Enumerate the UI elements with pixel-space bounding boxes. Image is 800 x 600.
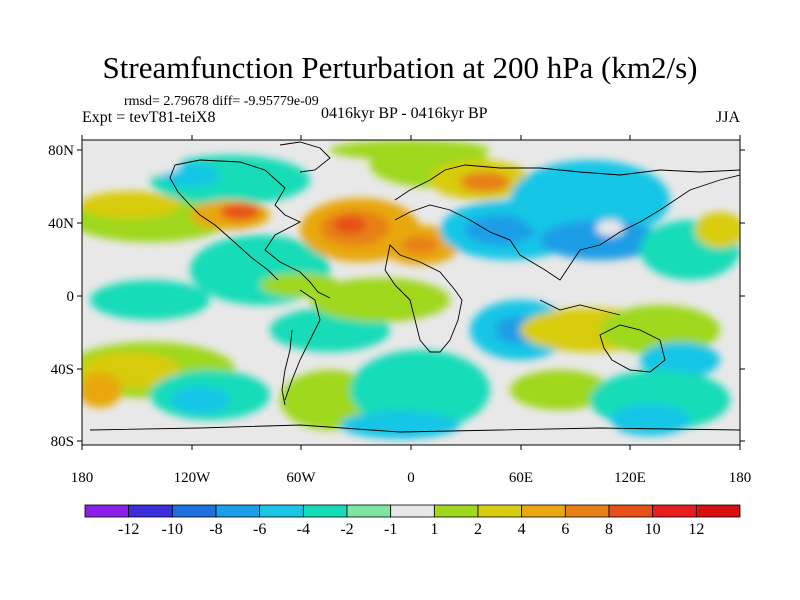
season-label: JJA xyxy=(716,109,741,126)
colorbar-swatch xyxy=(390,504,435,518)
colorbar-swatch xyxy=(652,504,697,518)
colorbar-label: -2 xyxy=(340,521,353,538)
contour-fields xyxy=(82,140,740,440)
colorbar-swatch xyxy=(128,504,173,518)
lon-label: 0 xyxy=(407,470,415,486)
colorbar-label: 10 xyxy=(645,521,661,538)
colorbar-label: -1 xyxy=(384,521,397,538)
colorbar-label: -6 xyxy=(253,521,266,538)
lat-label: 40S xyxy=(51,362,74,378)
colorbar-label: 4 xyxy=(518,521,526,538)
colorbar-swatch xyxy=(608,504,654,518)
map-title: Streamfunction Perturbation at 200 hPa (… xyxy=(102,50,698,85)
colorbar-swatch xyxy=(433,504,479,518)
colorbar-swatch xyxy=(564,504,610,518)
colorbar-swatch xyxy=(84,504,130,518)
colorbar-swatch xyxy=(171,504,217,518)
lon-label: 60W xyxy=(286,470,316,486)
colorbar-label: 12 xyxy=(688,521,704,538)
colorbar-swatch xyxy=(259,504,304,518)
period-label: 0416kyr BP - 0416kyr BP xyxy=(321,105,488,122)
colorbar-swatch xyxy=(695,504,741,518)
colorbar-swatch xyxy=(215,504,261,518)
lon-label: 180 xyxy=(71,470,94,486)
colorbar-swatch xyxy=(477,504,523,518)
lat-label: 0 xyxy=(67,289,75,305)
colorbar-label: 8 xyxy=(605,521,613,538)
lon-label: 60E xyxy=(509,470,533,486)
colorbar-label: 1 xyxy=(430,521,438,538)
lat-label: 80N xyxy=(48,143,74,159)
stats-text: rmsd= 2.79678 diff= -9.95779e-09 xyxy=(124,94,319,109)
axis-ticks xyxy=(77,135,745,450)
colorbar-label: -12 xyxy=(118,521,139,538)
lon-label: 120E xyxy=(614,470,646,486)
coastlines xyxy=(89,141,740,433)
colorbar-swatch xyxy=(302,504,348,518)
lon-label: 120W xyxy=(174,470,212,486)
experiment-label: Expt = tevT81-teiX8 xyxy=(82,109,216,126)
colorbar-swatch xyxy=(521,504,566,518)
colorbar-label: -10 xyxy=(162,521,183,538)
colorbar-swatch xyxy=(346,504,392,518)
colorbar-label: -4 xyxy=(297,521,310,538)
lat-label: 80S xyxy=(51,434,74,450)
colorbar-label: 6 xyxy=(561,521,569,538)
colorbar-label: 2 xyxy=(474,521,482,538)
colorbar-label: -8 xyxy=(209,521,222,538)
lat-label: 40N xyxy=(48,216,74,232)
lon-label: 180 xyxy=(729,470,752,486)
